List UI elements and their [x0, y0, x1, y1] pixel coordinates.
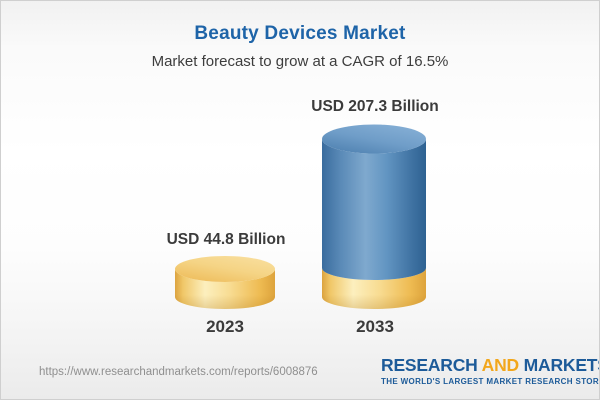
logo-word-research: RESEARCH [381, 355, 478, 375]
logo-tagline: THE WORLD'S LARGEST MARKET RESEARCH STOR… [381, 376, 600, 386]
logo-word-markets: MARKETS [523, 355, 599, 375]
logo-word-and: AND [481, 355, 520, 375]
bar-2023-cylinder [175, 256, 275, 309]
value-label-2033: USD 207.3 Billion [311, 98, 439, 115]
chart-subtitle: Market forecast to grow at a CAGR of 16.… [151, 53, 449, 70]
value-label-2023: USD 44.8 Billion [166, 231, 286, 248]
research-and-markets-logo: RESEARCH AND MARKETS THE WORLD'S LARGEST… [381, 355, 600, 386]
chart-title: Beauty Devices Market [194, 23, 406, 44]
bar-2033-cylinder [322, 124, 426, 309]
year-label-2033: 2033 [356, 317, 394, 336]
bar-2033-blue-segment [322, 139, 426, 280]
report-url[interactable]: https://www.researchandmarkets.com/repor… [39, 366, 318, 378]
year-label-2023: 2023 [206, 317, 244, 336]
logo-wordmark: RESEARCH AND MARKETS [381, 355, 599, 375]
